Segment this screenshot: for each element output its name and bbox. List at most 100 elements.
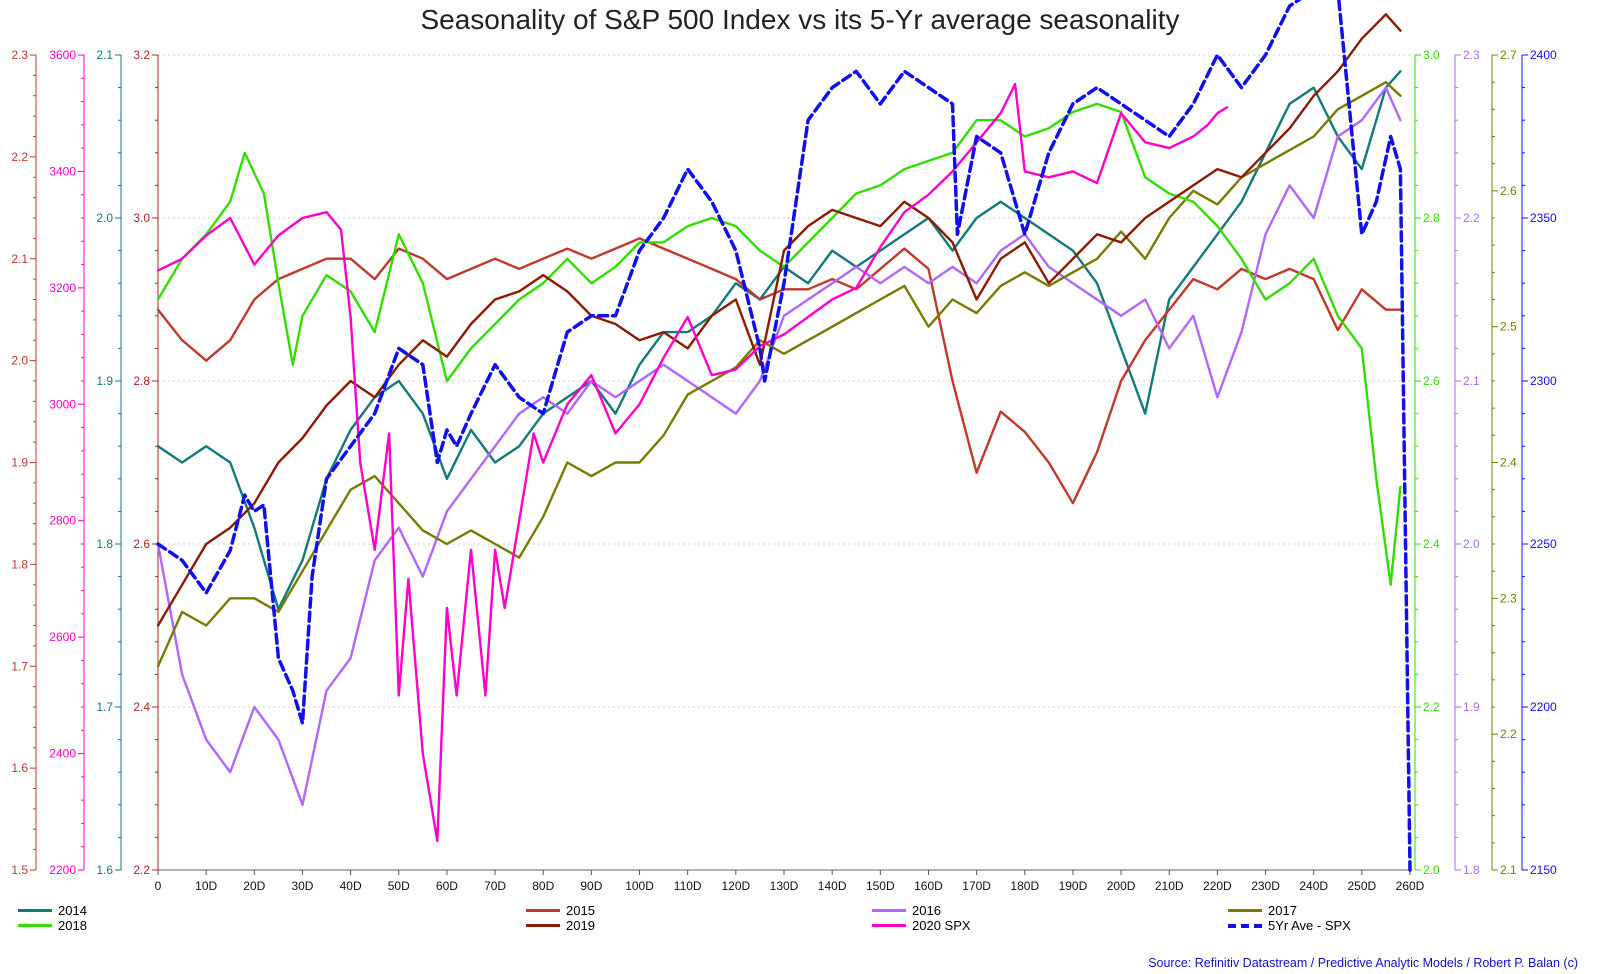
y-tick-label-ax2016-2: 2.0 xyxy=(1463,537,1480,551)
y-tick-label-ax2019-2: 2.6 xyxy=(133,537,150,551)
x-tick-label-24: 240D xyxy=(1299,879,1328,893)
x-tick-label-20: 200D xyxy=(1107,879,1136,893)
y-tick-label-ax2016-0: 1.8 xyxy=(1463,863,1480,877)
y-tick-label-ax2016-1: 1.9 xyxy=(1463,700,1480,714)
y-axis-ax2020: 2200 2400 2600 2800 3000 3200 3400 3600 xyxy=(49,48,85,877)
x-tick-label-9: 90D xyxy=(580,879,602,893)
chart-title: Seasonality of S&P 500 Index vs its 5-Yr… xyxy=(420,4,1180,35)
series-line-2014 xyxy=(156,70,1402,611)
y-tick-label-ax2015-6: 2.1 xyxy=(11,252,28,266)
x-tick-label-17: 170D xyxy=(962,879,991,893)
y-tick-label-ax2015-5: 2.0 xyxy=(11,354,28,368)
y-tick-label-ax2014-3: 1.9 xyxy=(96,374,113,388)
x-tick-label-8: 80D xyxy=(532,879,554,893)
legend-item-2016: 2016 xyxy=(872,903,941,918)
legend-item-2014: 2014 xyxy=(18,903,87,918)
y-tick-label-ax2018-0: 2.0 xyxy=(1423,863,1440,877)
y-axes: 1.51.61.71.81.92.02.12.22.32200240026002… xyxy=(11,48,1557,877)
y-tick-label-ax2018-5: 3.0 xyxy=(1423,48,1440,62)
y-tick-label-ax2018-1: 2.2 xyxy=(1423,700,1440,714)
x-tick-label-0: 0 xyxy=(155,879,162,893)
y-tick-label-axAvg-4: 2350 xyxy=(1530,211,1557,225)
y-tick-label-ax2015-2: 1.7 xyxy=(11,659,28,673)
x-tick-label-22: 220D xyxy=(1203,879,1232,893)
y-tick-label-axAvg-0: 2150 xyxy=(1530,863,1557,877)
series-line-5yr-ave-spx xyxy=(156,0,1412,872)
y-tick-label-axAvg-1: 2200 xyxy=(1530,700,1557,714)
y-tick-label-ax2016-5: 2.3 xyxy=(1463,48,1480,62)
x-tick-label-4: 40D xyxy=(340,879,362,893)
y-tick-label-ax2019-3: 2.8 xyxy=(133,374,150,388)
y-tick-label-ax2019-1: 2.4 xyxy=(133,700,150,714)
x-tick-label-18: 180D xyxy=(1010,879,1039,893)
x-tick-label-2: 20D xyxy=(243,879,265,893)
legend-item-2017: 2017 xyxy=(1228,903,1297,918)
legend-label-2019: 2019 xyxy=(566,918,595,933)
y-tick-label-ax2018-3: 2.6 xyxy=(1423,374,1440,388)
y-axis-ax2017: 2.1 2.2 2.3 2.4 2.5 2.6 2.7 xyxy=(1491,48,1517,877)
legend-item-2018: 2018 xyxy=(18,918,87,933)
y-tick-label-ax2017-6: 2.7 xyxy=(1500,48,1517,62)
legend-swatch-2019 xyxy=(526,924,560,927)
legend-item-5yr-avg: 5Yr Ave - SPX xyxy=(1228,918,1351,933)
legend-swatch-2017 xyxy=(1228,909,1262,912)
legend-item-2015: 2015 xyxy=(526,903,595,918)
y-tick-label-ax2019-5: 3.2 xyxy=(133,48,150,62)
x-tick-label-6: 60D xyxy=(436,879,458,893)
x-axis: 0 10D 20D 30D 40D 50D 60D 70D 80D 90D 100D 110D 120D… xyxy=(155,870,1425,893)
x-tick-label-21: 210D xyxy=(1155,879,1184,893)
y-tick-label-ax2020-4: 3000 xyxy=(49,397,76,411)
y-tick-label-ax2020-2: 2600 xyxy=(49,630,76,644)
y-axis-ax2014: 1.6 1.7 1.8 1.9 2.0 2.1 xyxy=(96,48,122,877)
y-tick-label-ax2014-2: 1.8 xyxy=(96,537,113,551)
y-tick-label-ax2014-1: 1.7 xyxy=(96,700,113,714)
legend-label-2016: 2016 xyxy=(912,903,941,918)
series-line-2017 xyxy=(156,80,1402,668)
x-tick-label-12: 120D xyxy=(722,879,751,893)
x-tick-label-10: 100D xyxy=(625,879,654,893)
y-tick-label-ax2020-7: 3600 xyxy=(49,48,76,62)
x-tick-label-25: 250D xyxy=(1348,879,1377,893)
x-tick-label-16: 160D xyxy=(914,879,943,893)
legend-swatch-2016 xyxy=(872,909,906,912)
legend-swatch-2014 xyxy=(18,909,52,912)
series-lines xyxy=(156,0,1412,872)
series-line-2019 xyxy=(156,13,1402,627)
y-tick-label-ax2014-4: 2.0 xyxy=(96,211,113,225)
y-tick-label-ax2016-4: 2.2 xyxy=(1463,211,1480,225)
y-axis-ax2015: 1.5 1.6 1.7 1.8 1.9 2.0 2.1 2.2 2.3 xyxy=(11,48,37,877)
y-tick-label-ax2017-0: 2.1 xyxy=(1500,863,1517,877)
gridlines xyxy=(158,54,1410,871)
y-axis-ax2018: 2.0 2.2 2.4 2.6 2.8 3.0 xyxy=(1414,48,1440,877)
y-tick-label-ax2017-2: 2.3 xyxy=(1500,591,1517,605)
x-tick-label-7: 70D xyxy=(484,879,506,893)
y-tick-label-ax2015-3: 1.8 xyxy=(11,557,28,571)
y-tick-label-ax2020-1: 2400 xyxy=(49,747,76,761)
y-tick-label-axAvg-3: 2300 xyxy=(1530,374,1557,388)
x-tick-label-11: 110D xyxy=(674,879,702,893)
y-axis-ax2019: 2.2 2.4 2.6 2.8 3.0 3.2 xyxy=(133,48,159,877)
legend-swatch-2015 xyxy=(526,909,560,912)
y-tick-label-ax2015-4: 1.9 xyxy=(11,456,28,470)
y-tick-label-ax2017-1: 2.2 xyxy=(1500,727,1517,741)
legend-label-5yr-avg: 5Yr Ave - SPX xyxy=(1268,918,1351,933)
y-tick-label-ax2020-5: 3200 xyxy=(49,281,76,295)
legend-label-2017: 2017 xyxy=(1268,903,1297,918)
y-tick-label-ax2020-0: 2200 xyxy=(49,863,76,877)
legend-item-2019: 2019 xyxy=(526,918,595,933)
y-tick-label-ax2014-0: 1.6 xyxy=(96,863,113,877)
x-tick-label-23: 230D xyxy=(1251,879,1280,893)
y-tick-label-axAvg-5: 2400 xyxy=(1530,48,1557,62)
source-note: Source: Refinitiv Datastream / Predictiv… xyxy=(1148,956,1578,970)
series-line-2016 xyxy=(156,86,1402,806)
y-tick-label-ax2018-4: 2.8 xyxy=(1423,211,1440,225)
legend-swatch-2020 xyxy=(872,924,906,927)
y-tick-label-axAvg-2: 2250 xyxy=(1530,537,1557,551)
legend-swatch-2018 xyxy=(18,924,52,927)
y-axis-ax2016: 1.8 1.9 2.0 2.1 2.2 2.3 xyxy=(1454,48,1480,877)
y-tick-label-ax2015-7: 2.2 xyxy=(11,150,28,164)
legend-item-2020: 2020 SPX xyxy=(872,918,971,933)
x-tick-label-1: 10D xyxy=(195,879,217,893)
y-tick-label-ax2017-4: 2.5 xyxy=(1500,320,1517,334)
x-tick-label-13: 130D xyxy=(770,879,799,893)
